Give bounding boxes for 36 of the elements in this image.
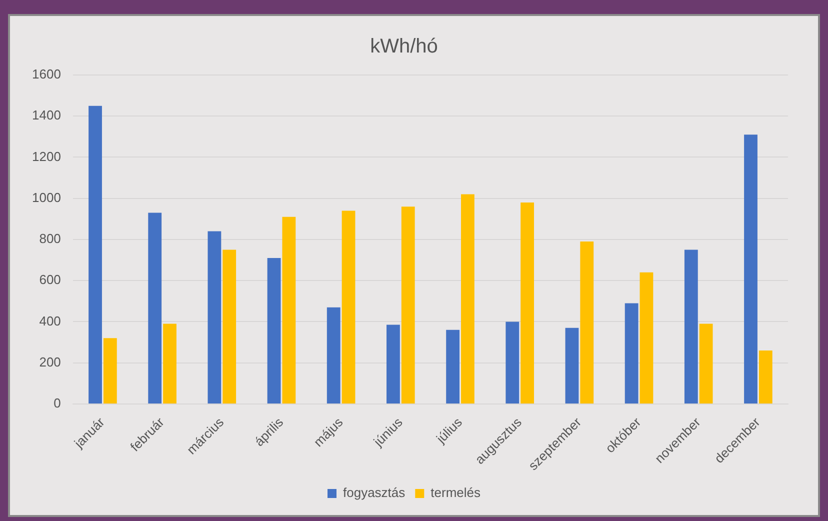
bar bbox=[744, 134, 758, 404]
bar bbox=[267, 258, 281, 404]
bar bbox=[103, 338, 117, 404]
bar bbox=[520, 202, 534, 404]
bar bbox=[758, 350, 772, 404]
y-tick-label: 1600 bbox=[32, 66, 61, 82]
bar bbox=[640, 272, 654, 404]
bar bbox=[580, 242, 594, 404]
y-tick-label: 1000 bbox=[32, 190, 61, 205]
bar bbox=[148, 212, 162, 404]
bar bbox=[624, 303, 638, 404]
bar bbox=[684, 250, 698, 404]
bar bbox=[446, 330, 460, 404]
legend-label: fogyasztás bbox=[343, 485, 406, 500]
bar bbox=[326, 307, 340, 404]
bar bbox=[88, 106, 102, 404]
chart-title: kWh/hó bbox=[370, 36, 438, 58]
y-tick-label: 200 bbox=[39, 354, 61, 370]
bar bbox=[386, 324, 400, 404]
y-tick-label: 1200 bbox=[32, 148, 61, 164]
bar bbox=[565, 328, 579, 404]
bar bbox=[282, 216, 296, 404]
y-tick-label: 1400 bbox=[32, 108, 61, 123]
bar bbox=[401, 206, 415, 404]
y-tick-label: 0 bbox=[54, 396, 61, 411]
y-tick-label: 400 bbox=[39, 313, 61, 328]
y-tick-label: 800 bbox=[39, 231, 61, 246]
bar bbox=[342, 210, 356, 404]
bar bbox=[699, 324, 713, 404]
legend-label: termelés bbox=[430, 485, 481, 500]
bar bbox=[461, 194, 474, 404]
bar bbox=[506, 322, 520, 404]
bar bbox=[208, 231, 222, 404]
bar bbox=[222, 250, 236, 404]
y-tick-label: 600 bbox=[39, 272, 61, 288]
bar bbox=[163, 324, 176, 404]
